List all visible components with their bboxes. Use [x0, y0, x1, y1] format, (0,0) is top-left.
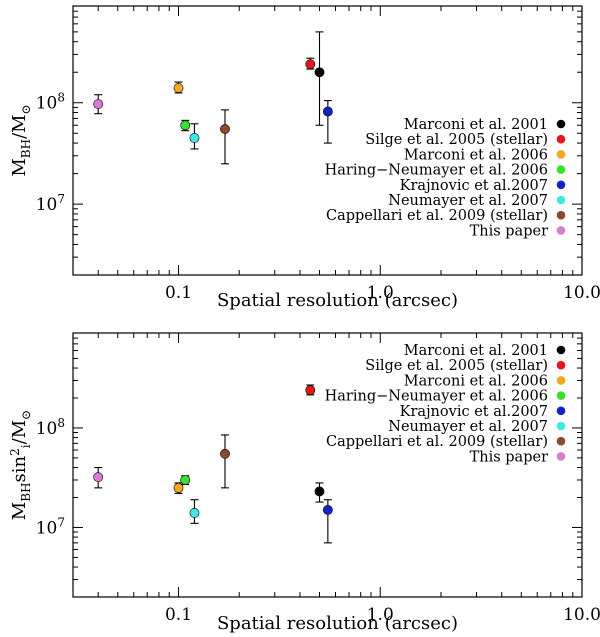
y-tick-label: 107 [36, 515, 65, 538]
x-tick-label: 0.1 [165, 283, 192, 303]
point-marker [220, 124, 230, 134]
legend-marker [556, 226, 566, 235]
y-tick-label: 108 [36, 416, 65, 439]
point-marker [189, 508, 200, 518]
legend-label: Silge et al. 2005 (stellar) [365, 132, 548, 148]
y-tick-label: 107 [36, 192, 65, 215]
y-axis-title: MBH/M⊙ [9, 104, 33, 176]
legend-marker [556, 436, 566, 446]
point-marker [314, 486, 325, 497]
plot-frame [72, 332, 583, 598]
legend-label: Silge et al. 2005 (stellar) [365, 358, 548, 374]
data-point [180, 475, 191, 486]
data-point [220, 109, 230, 165]
legend-marker [556, 345, 566, 355]
bottom-chart-panel: 0.1 1.0 10.0 107 108 Spatial resolution (arcs… [8, 332, 600, 634]
data-point [93, 466, 104, 489]
data-point [189, 499, 200, 524]
data-point [220, 434, 230, 489]
legend-marker [556, 134, 566, 144]
x-tick-label: 1.0 [367, 283, 394, 303]
legend-marker [556, 391, 566, 400]
legend-label: Haring−Neumayer et al. 2006 [325, 163, 548, 179]
x-axis-title: Spatial resolution (arcsec) [217, 613, 458, 634]
legend-marker [556, 210, 566, 220]
x-tick-label: 10.0 [563, 605, 600, 625]
point-marker [322, 505, 333, 515]
legend-label: Neumayer et al. 2007 [388, 193, 548, 209]
legend-marker [556, 421, 566, 431]
legend-label: This paper [470, 223, 548, 239]
point-marker [220, 448, 230, 459]
legend-label: Marconi et al. 2006 [404, 373, 548, 389]
y-tick-label: 108 [36, 91, 65, 114]
point-marker [189, 133, 200, 143]
data-point [305, 384, 316, 396]
legend-marker [556, 150, 566, 159]
point-marker [322, 106, 333, 117]
legend-label: Marconi et al. 2001 [404, 117, 548, 133]
point-marker [314, 67, 325, 78]
legend-label: Krajnovic et al.2007 [400, 178, 548, 194]
legend-label: Neumayer et al. 2007 [388, 419, 548, 435]
data-point [314, 482, 325, 503]
legend-label: This paper [470, 449, 548, 465]
data-point [93, 94, 104, 115]
plot-frame [72, 5, 583, 276]
legend-marker [556, 119, 566, 129]
legend-label: Marconi et al. 2006 [404, 147, 548, 163]
point-marker [180, 120, 191, 131]
legend-label: Cappellari et al. 2009 (stellar) [326, 208, 548, 224]
point-marker [93, 472, 104, 483]
data-point [189, 123, 200, 150]
legend-marker [556, 406, 566, 416]
point-marker [173, 83, 184, 93]
x-axis-title: Spatial resolution (arcsec) [217, 290, 458, 311]
data-point [173, 81, 184, 94]
point-marker [173, 482, 184, 493]
data-point [322, 499, 333, 544]
point-marker [305, 385, 316, 396]
legend-marker [556, 180, 566, 190]
y-axis-title: MBHsin2i/M⊙ [8, 410, 33, 520]
legend-label: Cappellari et al. 2009 (stellar) [326, 434, 548, 450]
data-point [305, 57, 316, 70]
point-marker [305, 59, 316, 70]
data-point [180, 119, 191, 132]
legend-marker [556, 195, 566, 205]
data-point [173, 482, 184, 494]
point-marker [93, 99, 104, 109]
x-tick-label: 1.0 [367, 605, 394, 625]
legend-marker [556, 360, 566, 370]
legend-label: Haring−Neumayer et al. 2006 [325, 389, 548, 405]
legend-label: Krajnovic et al.2007 [400, 404, 548, 420]
data-point [322, 100, 333, 144]
top-chart-panel: 0.1 1.0 10.0 107 108 Spatial resolution (arcs… [9, 5, 600, 311]
legend-marker [556, 376, 566, 385]
legend-marker [556, 165, 566, 174]
x-tick-label: 0.1 [165, 605, 192, 625]
x-tick-label: 10.0 [563, 283, 600, 303]
point-marker [180, 475, 191, 485]
legend-label: Marconi et al. 2001 [404, 343, 548, 359]
data-point [314, 31, 325, 126]
legend-marker [556, 452, 566, 461]
